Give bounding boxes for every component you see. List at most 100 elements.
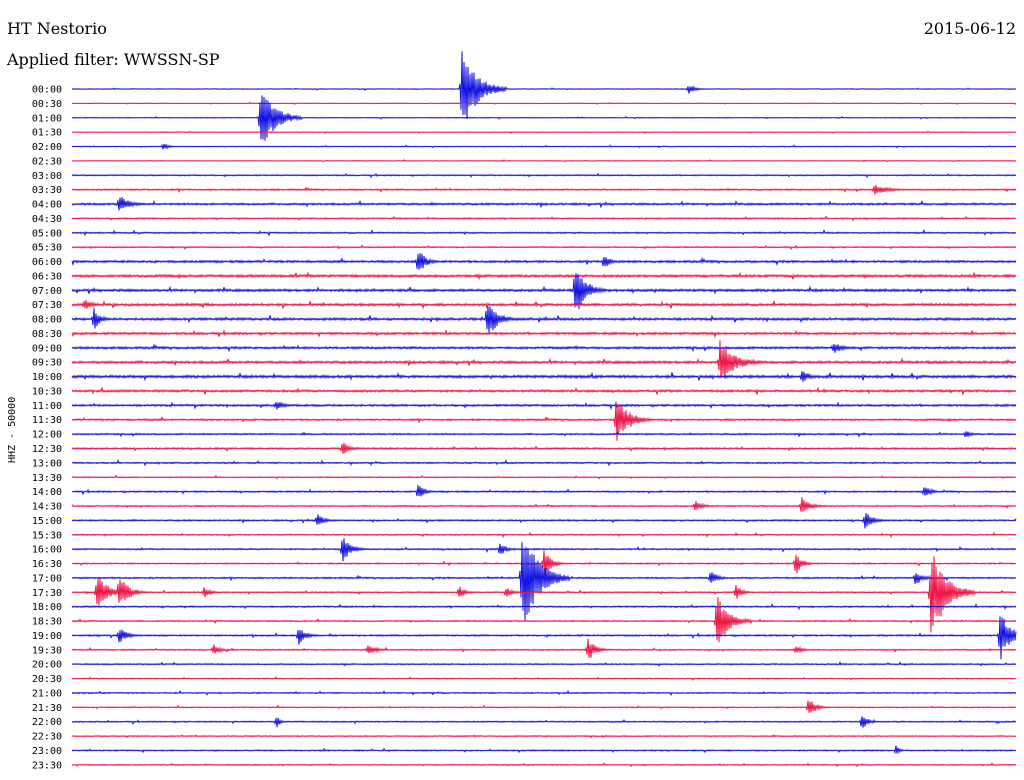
time-tick-label: 20:30 xyxy=(32,674,62,685)
trace-line xyxy=(71,143,1017,150)
time-tick-label: 18:30 xyxy=(32,617,62,628)
trace-line xyxy=(71,159,1017,163)
trace-line xyxy=(71,442,1017,454)
recording-date: 2015-06-12 xyxy=(923,19,1016,38)
trace-line xyxy=(71,700,1017,713)
time-tick-label: 22:30 xyxy=(32,732,62,743)
time-tick-label: 19:30 xyxy=(32,645,62,656)
trace-line xyxy=(71,531,1017,538)
trace-line xyxy=(71,130,1017,134)
time-tick-label: 12:30 xyxy=(32,444,62,455)
time-tick-label: 08:30 xyxy=(32,329,62,340)
time-tick-label: 18:00 xyxy=(32,602,62,613)
trace-line xyxy=(71,497,1017,512)
time-tick-label: 11:00 xyxy=(32,401,62,412)
time-tick-label: 00:00 xyxy=(32,85,62,96)
trace-line xyxy=(71,430,1017,438)
time-tick-label: 11:30 xyxy=(32,415,62,426)
time-tick-label: 04:30 xyxy=(32,214,62,225)
trace-line xyxy=(71,745,1017,755)
trace-line xyxy=(71,689,1017,697)
trace-line xyxy=(71,101,1017,106)
time-tick-label: 08:00 xyxy=(32,315,62,326)
time-tick-label: 03:00 xyxy=(32,171,62,182)
time-tick-label: 03:30 xyxy=(32,185,62,196)
trace-line xyxy=(71,401,1017,411)
time-tick-label: 13:00 xyxy=(32,458,62,469)
trace-line xyxy=(71,716,1017,728)
trace-line xyxy=(71,661,1017,667)
y-axis-label: HHZ - 50000 xyxy=(7,397,18,463)
trace-line xyxy=(71,513,1017,529)
time-tick-label: 16:30 xyxy=(32,559,62,570)
time-tick-label: 15:00 xyxy=(32,516,62,527)
time-tick-label: 09:00 xyxy=(32,343,62,354)
trace-line xyxy=(71,556,1017,633)
trace-line xyxy=(71,485,1017,497)
trace-line xyxy=(71,306,1017,333)
trace-line xyxy=(71,401,1017,441)
trace-line xyxy=(71,244,1017,251)
time-tick-label: 15:30 xyxy=(32,530,62,541)
time-tick-label: 07:00 xyxy=(32,286,62,297)
time-tick-label: 02:30 xyxy=(32,156,62,167)
station-name: HT Nestorio xyxy=(7,19,107,38)
trace-line xyxy=(71,676,1017,681)
trace-line xyxy=(71,253,1017,270)
time-tick-label: 20:00 xyxy=(32,660,62,671)
trace-line xyxy=(71,299,1017,310)
trace-line xyxy=(71,538,1017,562)
trace-line xyxy=(71,228,1017,237)
trace-line xyxy=(71,95,1017,141)
time-tick-label: 13:30 xyxy=(32,473,62,484)
time-tick-label: 05:30 xyxy=(32,243,62,254)
trace-lines xyxy=(71,51,1017,768)
time-tick-label: 01:00 xyxy=(32,113,62,124)
trace-line xyxy=(71,172,1017,179)
time-tick-label: 10:30 xyxy=(32,386,62,397)
trace-line xyxy=(71,602,1017,611)
time-tick-label: 22:00 xyxy=(32,717,62,728)
time-tick-label: 21:00 xyxy=(32,688,62,699)
time-tick-label: 23:30 xyxy=(32,760,62,771)
trace-line xyxy=(71,184,1017,195)
trace-line xyxy=(71,550,1017,576)
time-tick-label: 02:00 xyxy=(32,142,62,153)
time-tick-label: 21:30 xyxy=(32,703,62,714)
trace-line xyxy=(71,343,1017,353)
trace-line xyxy=(71,51,1017,120)
time-tick-label: 07:30 xyxy=(32,300,62,311)
time-tick-label: 00:30 xyxy=(32,99,62,110)
trace-line xyxy=(71,596,1017,643)
trace-line xyxy=(71,386,1017,397)
time-tick-label: 01:30 xyxy=(32,128,62,139)
trace-line xyxy=(71,273,1017,310)
time-tick-label: 10:00 xyxy=(32,372,62,383)
trace-line xyxy=(71,734,1017,739)
trace-line xyxy=(71,474,1017,480)
trace-line xyxy=(71,616,1017,660)
time-tick-label: 06:00 xyxy=(32,257,62,268)
time-tick-label: 09:30 xyxy=(32,358,62,369)
time-tick-label: 14:30 xyxy=(32,502,62,513)
time-tick-label: 06:30 xyxy=(32,271,62,282)
trace-line xyxy=(71,638,1017,658)
time-tick-labels: 00:00 00:30 01:00 01:30 02:00 02:30 03:00 03:30… xyxy=(32,85,62,772)
trace-line xyxy=(71,215,1017,222)
time-tick-label: 17:00 xyxy=(32,573,62,584)
trace-line xyxy=(71,762,1017,768)
applied-filter-label: Applied filter: WWSSN-SP xyxy=(7,50,220,69)
time-tick-label: 05:00 xyxy=(32,228,62,239)
time-tick-label: 23:00 xyxy=(32,746,62,757)
trace-line xyxy=(71,371,1017,382)
trace-line xyxy=(71,271,1017,281)
time-tick-label: 17:30 xyxy=(32,588,62,599)
time-tick-label: 16:00 xyxy=(32,545,62,556)
trace-line xyxy=(71,459,1017,467)
time-tick-label: 04:00 xyxy=(32,200,62,211)
time-tick-label: 14:00 xyxy=(32,487,62,498)
time-tick-label: 12:00 xyxy=(32,430,62,441)
time-tick-label: 19:00 xyxy=(32,631,62,642)
trace-line xyxy=(71,197,1017,211)
